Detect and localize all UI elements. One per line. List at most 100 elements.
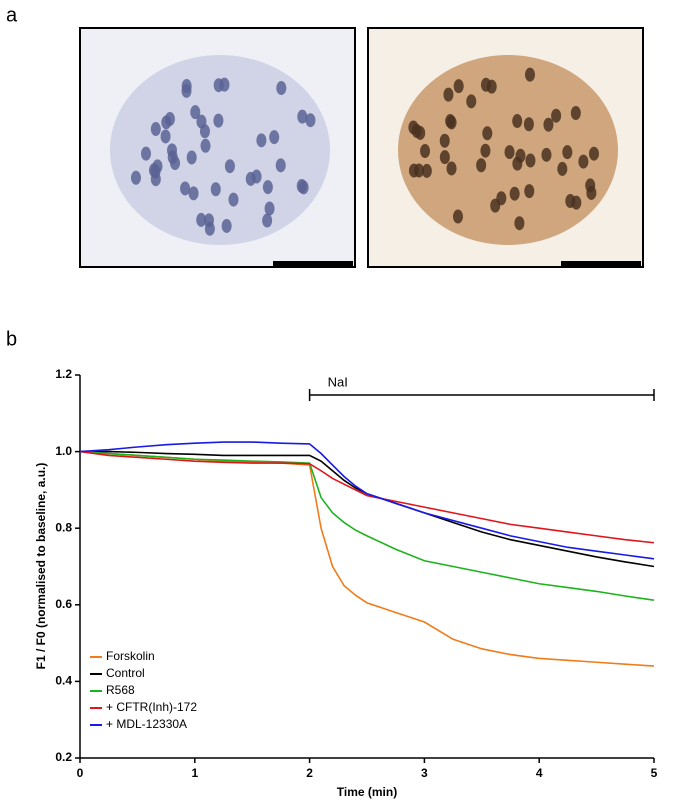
nucleus [551, 108, 562, 123]
nucleus [305, 113, 316, 128]
nucleus [588, 146, 599, 161]
nucleus [543, 117, 554, 132]
y-tick-label: 1.2 [55, 367, 72, 381]
nucleus [420, 144, 431, 159]
y-axis-label: F1 / F0 (normalised to baseline, a.u.) [34, 463, 48, 670]
nucleus [524, 67, 535, 82]
legend-label: + MDL-12330A [106, 717, 187, 731]
legend-label: Forskolin [106, 649, 155, 663]
nucleus [213, 113, 224, 128]
nucleus [186, 150, 197, 165]
nucleus [276, 81, 287, 96]
nucleus [256, 133, 267, 148]
nucleus [562, 145, 573, 160]
x-tick-label: 1 [191, 766, 198, 780]
y-tick-label: 0.8 [55, 520, 72, 534]
y-tick-label: 0.2 [55, 750, 72, 764]
scale-bar [273, 261, 353, 266]
nucleus [524, 184, 535, 199]
nucleus [439, 133, 450, 148]
nucleus [486, 79, 497, 94]
nucleus [523, 117, 534, 132]
nucleus [439, 150, 450, 165]
tissue [110, 55, 330, 245]
nucleus [557, 161, 568, 176]
nucleus [466, 94, 477, 109]
data-line [80, 450, 655, 568]
nucleus [150, 122, 161, 137]
nucleus [275, 158, 286, 173]
nucleus [196, 114, 207, 129]
y-tick-label: 0.6 [55, 597, 72, 611]
nucleus [228, 192, 239, 207]
nucleus [210, 182, 221, 197]
nucleus [512, 114, 523, 129]
scale-bar [561, 261, 641, 266]
nucleus [496, 191, 507, 206]
nucleus [453, 79, 464, 94]
x-tick-label: 4 [536, 766, 543, 780]
nucleus [585, 178, 596, 193]
nucleus [221, 218, 232, 233]
nucleus [204, 221, 215, 236]
annotation-label: NaI [328, 374, 348, 389]
nucleus [188, 186, 199, 201]
nucleus [571, 195, 582, 210]
nucleus [541, 147, 552, 162]
micrographs [79, 27, 644, 268]
x-tick-label: 2 [306, 766, 313, 780]
y-tick-label: 0.4 [55, 674, 72, 688]
data-line [79, 450, 655, 544]
nucleus [130, 170, 141, 185]
nucleus [269, 130, 280, 145]
nucleus [525, 153, 536, 168]
nucleus [515, 148, 526, 163]
nucleus [164, 112, 175, 127]
nucleus [476, 158, 487, 173]
y-tick-label: 1.0 [55, 444, 72, 458]
nucleus [443, 87, 454, 102]
nucleus [514, 216, 525, 231]
panel-label: b [6, 328, 17, 350]
nucleus [180, 181, 191, 196]
nucleus [504, 145, 515, 160]
data-line [79, 441, 655, 560]
nucleus [445, 114, 456, 129]
nucleus [452, 209, 463, 224]
data-line [79, 450, 655, 667]
nucleus [190, 105, 201, 120]
nucleus [262, 180, 273, 195]
x-tick-label: 0 [77, 766, 84, 780]
legend-label: R568 [106, 683, 135, 697]
x-tick-label: 5 [651, 766, 658, 780]
nucleus [408, 120, 419, 135]
nucleus [570, 105, 581, 120]
nucleus [509, 186, 520, 201]
nucleus [224, 159, 235, 174]
nucleus [298, 180, 309, 195]
nucleus [264, 201, 275, 216]
nucleus [181, 79, 192, 94]
nucleus [480, 143, 491, 158]
panel-label: a [6, 4, 18, 26]
nucleus [408, 163, 419, 178]
nucleus [297, 109, 308, 124]
nucleus [578, 154, 589, 169]
nucleus [167, 150, 178, 165]
nucleus [196, 212, 207, 227]
nucleus [262, 213, 273, 228]
nucleus [482, 126, 493, 141]
nucleus [140, 146, 151, 161]
data-line [79, 450, 655, 601]
nucleus [213, 78, 224, 93]
x-axis-label: Time (min) [337, 785, 397, 799]
nucleus [421, 163, 432, 178]
nucleus [245, 171, 256, 186]
nucleus [152, 159, 163, 174]
legend-label: + CFTR(Inh)-172 [106, 700, 197, 714]
nucleus [446, 161, 457, 176]
legend-label: Control [106, 666, 145, 680]
nucleus [160, 129, 171, 144]
nucleus [200, 138, 211, 153]
